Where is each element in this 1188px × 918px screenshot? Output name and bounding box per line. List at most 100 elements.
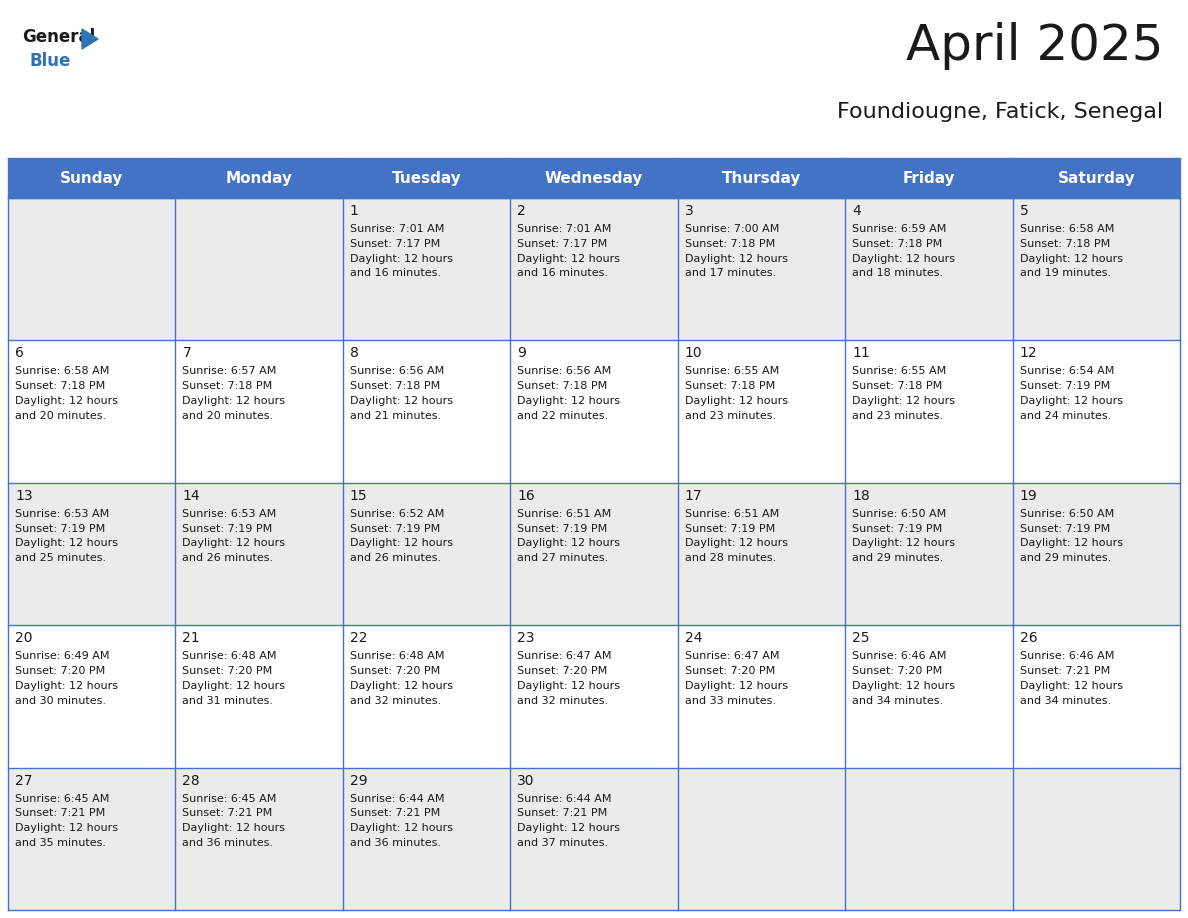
Text: 22: 22	[349, 632, 367, 645]
Text: Sunset: 7:18 PM: Sunset: 7:18 PM	[183, 381, 273, 391]
Text: Sunset: 7:21 PM: Sunset: 7:21 PM	[349, 809, 440, 819]
Text: Sunrise: 6:48 AM: Sunrise: 6:48 AM	[349, 651, 444, 661]
Text: Daylight: 12 hours: Daylight: 12 hours	[1019, 681, 1123, 691]
Text: and 31 minutes.: and 31 minutes.	[183, 696, 273, 706]
Text: and 24 minutes.: and 24 minutes.	[1019, 410, 1111, 420]
Text: 29: 29	[349, 774, 367, 788]
Text: 8: 8	[349, 346, 359, 361]
Text: Sunrise: 6:48 AM: Sunrise: 6:48 AM	[183, 651, 277, 661]
Text: Sunset: 7:18 PM: Sunset: 7:18 PM	[684, 381, 775, 391]
Text: 14: 14	[183, 488, 200, 503]
Text: and 34 minutes.: and 34 minutes.	[852, 696, 943, 706]
Bar	[343, 625, 511, 767]
Text: and 22 minutes.: and 22 minutes.	[517, 410, 608, 420]
Text: 25: 25	[852, 632, 870, 645]
Bar	[677, 341, 845, 483]
Text: and 32 minutes.: and 32 minutes.	[349, 696, 441, 706]
Text: 18: 18	[852, 488, 870, 503]
Text: Foundiougne, Fatick, Senegal: Foundiougne, Fatick, Senegal	[836, 102, 1163, 122]
Text: 9: 9	[517, 346, 526, 361]
Bar	[1012, 767, 1180, 910]
Text: 27: 27	[15, 774, 32, 788]
Text: Daylight: 12 hours: Daylight: 12 hours	[517, 681, 620, 691]
Text: Daylight: 12 hours: Daylight: 12 hours	[852, 681, 955, 691]
Bar	[845, 483, 1012, 625]
Bar	[343, 483, 511, 625]
Bar	[343, 341, 511, 483]
Text: and 37 minutes.: and 37 minutes.	[517, 838, 608, 848]
Text: Daylight: 12 hours: Daylight: 12 hours	[517, 396, 620, 406]
Text: Sunset: 7:18 PM: Sunset: 7:18 PM	[15, 381, 106, 391]
Text: and 19 minutes.: and 19 minutes.	[1019, 268, 1111, 278]
Text: Sunrise: 6:44 AM: Sunrise: 6:44 AM	[349, 793, 444, 803]
Text: Sunrise: 6:54 AM: Sunrise: 6:54 AM	[1019, 366, 1114, 376]
Text: Sunrise: 6:51 AM: Sunrise: 6:51 AM	[684, 509, 779, 519]
Text: Sunset: 7:20 PM: Sunset: 7:20 PM	[852, 666, 942, 676]
Bar	[8, 625, 176, 767]
Text: Monday: Monday	[226, 171, 292, 185]
Text: and 28 minutes.: and 28 minutes.	[684, 554, 776, 564]
Text: Sunset: 7:20 PM: Sunset: 7:20 PM	[684, 666, 775, 676]
Text: and 29 minutes.: and 29 minutes.	[1019, 554, 1111, 564]
Text: Sunset: 7:20 PM: Sunset: 7:20 PM	[15, 666, 106, 676]
Text: 20: 20	[15, 632, 32, 645]
Text: Sunset: 7:21 PM: Sunset: 7:21 PM	[1019, 666, 1110, 676]
Text: Sunrise: 6:45 AM: Sunrise: 6:45 AM	[15, 793, 109, 803]
Bar	[845, 198, 1012, 341]
Bar	[8, 158, 1180, 198]
Bar	[1012, 625, 1180, 767]
Text: April 2025: April 2025	[905, 22, 1163, 70]
Text: 11: 11	[852, 346, 870, 361]
Text: Sunset: 7:19 PM: Sunset: 7:19 PM	[349, 523, 440, 533]
Text: 17: 17	[684, 488, 702, 503]
Text: and 16 minutes.: and 16 minutes.	[349, 268, 441, 278]
Bar	[343, 198, 511, 341]
Text: Daylight: 12 hours: Daylight: 12 hours	[852, 396, 955, 406]
Bar	[1012, 341, 1180, 483]
Text: and 23 minutes.: and 23 minutes.	[684, 410, 776, 420]
Text: Daylight: 12 hours: Daylight: 12 hours	[517, 253, 620, 263]
Bar	[1012, 198, 1180, 341]
Text: and 26 minutes.: and 26 minutes.	[183, 554, 273, 564]
Text: 6: 6	[15, 346, 24, 361]
Text: Daylight: 12 hours: Daylight: 12 hours	[349, 253, 453, 263]
Bar	[176, 625, 343, 767]
Text: Sunset: 7:17 PM: Sunset: 7:17 PM	[349, 239, 440, 249]
Text: and 32 minutes.: and 32 minutes.	[517, 696, 608, 706]
Text: Sunrise: 7:01 AM: Sunrise: 7:01 AM	[517, 224, 612, 234]
Text: 23: 23	[517, 632, 535, 645]
Text: Sunset: 7:18 PM: Sunset: 7:18 PM	[349, 381, 440, 391]
Text: Sunrise: 6:49 AM: Sunrise: 6:49 AM	[15, 651, 109, 661]
Text: Daylight: 12 hours: Daylight: 12 hours	[517, 538, 620, 548]
Text: Sunset: 7:19 PM: Sunset: 7:19 PM	[1019, 381, 1110, 391]
Text: Daylight: 12 hours: Daylight: 12 hours	[1019, 396, 1123, 406]
Text: Thursday: Thursday	[722, 171, 801, 185]
Text: 1: 1	[349, 204, 359, 218]
Text: Daylight: 12 hours: Daylight: 12 hours	[684, 681, 788, 691]
Text: Daylight: 12 hours: Daylight: 12 hours	[684, 538, 788, 548]
Text: 13: 13	[15, 488, 32, 503]
Text: 4: 4	[852, 204, 861, 218]
Bar	[8, 198, 176, 341]
Text: and 29 minutes.: and 29 minutes.	[852, 554, 943, 564]
Text: 12: 12	[1019, 346, 1037, 361]
Text: Sunset: 7:19 PM: Sunset: 7:19 PM	[183, 523, 273, 533]
Text: Sunrise: 6:46 AM: Sunrise: 6:46 AM	[852, 651, 947, 661]
Text: Sunrise: 6:46 AM: Sunrise: 6:46 AM	[1019, 651, 1114, 661]
Text: and 30 minutes.: and 30 minutes.	[15, 696, 106, 706]
Text: Sunset: 7:20 PM: Sunset: 7:20 PM	[349, 666, 440, 676]
Text: Daylight: 12 hours: Daylight: 12 hours	[852, 253, 955, 263]
Text: Daylight: 12 hours: Daylight: 12 hours	[684, 396, 788, 406]
Text: and 17 minutes.: and 17 minutes.	[684, 268, 776, 278]
Text: Sunset: 7:21 PM: Sunset: 7:21 PM	[15, 809, 106, 819]
Text: Sunrise: 6:52 AM: Sunrise: 6:52 AM	[349, 509, 444, 519]
Text: Sunrise: 6:56 AM: Sunrise: 6:56 AM	[349, 366, 444, 376]
Bar	[343, 767, 511, 910]
Bar	[677, 767, 845, 910]
Bar	[845, 625, 1012, 767]
Bar	[677, 483, 845, 625]
Text: Sunset: 7:20 PM: Sunset: 7:20 PM	[183, 666, 273, 676]
Text: 3: 3	[684, 204, 694, 218]
Text: Sunset: 7:19 PM: Sunset: 7:19 PM	[15, 523, 106, 533]
Text: Tuesday: Tuesday	[392, 171, 461, 185]
